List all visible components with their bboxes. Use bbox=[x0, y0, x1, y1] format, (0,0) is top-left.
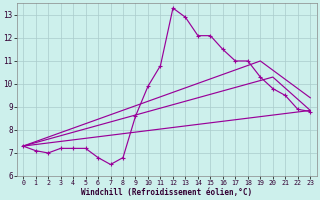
X-axis label: Windchill (Refroidissement éolien,°C): Windchill (Refroidissement éolien,°C) bbox=[81, 188, 252, 197]
